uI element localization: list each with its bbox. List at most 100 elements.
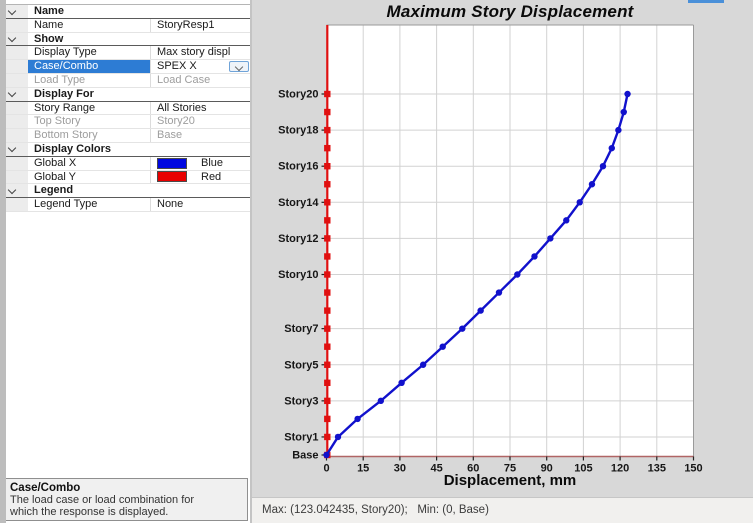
x-tick-label: 150: [684, 463, 702, 475]
prop-value-text: Story20: [157, 115, 195, 128]
blue-data-point: [620, 108, 627, 116]
blue-data-point: [495, 289, 503, 296]
prop-label: Legend Type: [34, 198, 98, 211]
blue-data-point: [419, 361, 427, 368]
row-gutter: [0, 101, 28, 115]
prop-row-global-y[interactable]: Global Y Red: [0, 170, 250, 185]
y-tick-label: Story16: [278, 161, 318, 173]
collapse-chevron-icon[interactable]: [7, 185, 17, 195]
y-tick-label: Base: [292, 450, 318, 462]
collapse-chevron-icon[interactable]: [7, 6, 17, 15]
prop-label: Display Type: [34, 46, 97, 59]
prop-category-show: Show: [0, 32, 250, 47]
blue-data-point: [439, 343, 446, 350]
prop-value-text: SPEX X: [157, 60, 197, 73]
blue-data-point: [599, 163, 607, 170]
row-gutter: [0, 129, 28, 142]
prop-row-story-range[interactable]: Story Range All Stories: [0, 101, 250, 116]
prop-value-text: StoryResp1: [157, 18, 215, 31]
row-gutter: [0, 18, 28, 32]
collapse-chevron-icon[interactable]: [7, 89, 17, 98]
prop-row-name[interactable]: Name StoryResp1: [0, 18, 250, 33]
x-tick-label: 120: [611, 463, 629, 475]
red-square-marker: [324, 90, 331, 98]
prop-label: Global X: [34, 156, 77, 169]
prop-value-top-story: Story20: [150, 115, 250, 129]
axis-ticks-and-labels: 0 15 30 45 60 75 90 105 120 135 150 Story20 Story18 S…: [278, 89, 703, 475]
prop-label: Load Type: [34, 73, 86, 86]
x-axis-title: Displacement, mm: [443, 472, 577, 489]
prop-label: Global Y: [34, 170, 76, 183]
prop-category-display-for: Display For: [0, 87, 250, 102]
row-gutter: [0, 87, 28, 101]
red-square-marker: [324, 325, 331, 332]
property-panel: Name Name StoryResp1 Show Display Type Max st…: [0, 0, 252, 523]
red-square-marker: [324, 361, 331, 368]
red-square-marker: [324, 289, 331, 296]
blue-data-point: [576, 199, 583, 206]
y-tick-label: Story1: [284, 431, 318, 443]
help-description: The load case or load combination for wh…: [10, 494, 195, 518]
prop-value-story-range[interactable]: All Stories: [150, 101, 250, 115]
color-swatch-red: [157, 171, 187, 183]
red-square-marker: [324, 217, 331, 224]
blue-data-point: [459, 325, 466, 332]
x-tick-label: 0: [323, 463, 329, 475]
y-tick-label: Story12: [278, 233, 318, 245]
prop-value-text: Base: [157, 129, 183, 142]
collapse-chevron-icon[interactable]: [7, 33, 17, 43]
prop-label: Display Colors: [34, 142, 112, 155]
prop-label: Story Range: [34, 101, 96, 114]
red-square-marker: [324, 235, 331, 242]
x-tick-label: 75: [504, 463, 516, 475]
red-square-marker: [324, 199, 331, 206]
blue-data-point: [323, 451, 330, 459]
prop-label: Top Story: [34, 115, 81, 128]
blue-data-point: [615, 126, 622, 134]
row-gutter: [0, 198, 28, 211]
red-square-marker: [324, 433, 331, 441]
x-tick-label: 135: [648, 463, 666, 475]
blue-data-point: [334, 433, 342, 441]
y-tick-label: Story5: [284, 359, 318, 371]
prop-row-legend-type[interactable]: Legend Type None: [0, 198, 250, 212]
prop-value-case-combo[interactable]: SPEX X: [150, 60, 250, 73]
prop-row-global-x[interactable]: Global X Blue: [0, 156, 250, 171]
red-square-marker: [324, 253, 331, 260]
max-min-status-bar: Max: (123.042435, Story20); Min: (0, Bas…: [252, 497, 753, 523]
prop-row-top-story: Top Story Story20: [0, 115, 250, 130]
prop-value-display-type[interactable]: Max story displ: [150, 46, 250, 60]
prop-row-case-combo[interactable]: Case/Combo SPEX X: [0, 60, 250, 74]
prop-value-global-x[interactable]: Blue: [150, 156, 250, 170]
window-chrome-fragment: [688, 0, 724, 3]
blue-data-point: [514, 271, 521, 278]
prop-value-text: Blue: [201, 156, 224, 169]
prop-category-name: Name: [0, 5, 250, 19]
row-gutter: [0, 73, 28, 87]
blue-data-point: [563, 217, 570, 224]
blue-data-point: [477, 307, 484, 314]
prop-value-global-y[interactable]: Red: [150, 170, 250, 184]
row-gutter: [0, 60, 28, 73]
prop-label: Legend: [34, 184, 74, 197]
red-square-marker: [324, 307, 331, 314]
prop-row-bottom-story: Bottom Story Base: [0, 129, 250, 143]
y-tick-label: Story7: [284, 323, 318, 335]
collapse-chevron-icon[interactable]: [7, 144, 17, 153]
row-gutter: [0, 5, 28, 18]
y-tick-label: Story18: [278, 125, 318, 137]
property-help-box: Case/Combo The load case or load combina…: [2, 478, 248, 521]
x-tick-label: 60: [467, 463, 479, 475]
prop-category-display-colors: Display Colors: [0, 142, 250, 157]
case-combo-dropdown-button[interactable]: [229, 60, 249, 73]
series-global-x: [323, 90, 631, 459]
prop-value-name[interactable]: StoryResp1: [150, 18, 250, 32]
red-square-marker: [324, 163, 331, 170]
red-square-marker: [324, 126, 331, 134]
prop-row-display-type[interactable]: Display Type Max story displ: [0, 46, 250, 61]
blue-data-point: [547, 235, 554, 242]
prop-row-load-type: Load Type Load Case: [0, 73, 250, 88]
x-tick-label: 105: [574, 463, 592, 475]
prop-value-legend-type[interactable]: None: [150, 198, 250, 211]
